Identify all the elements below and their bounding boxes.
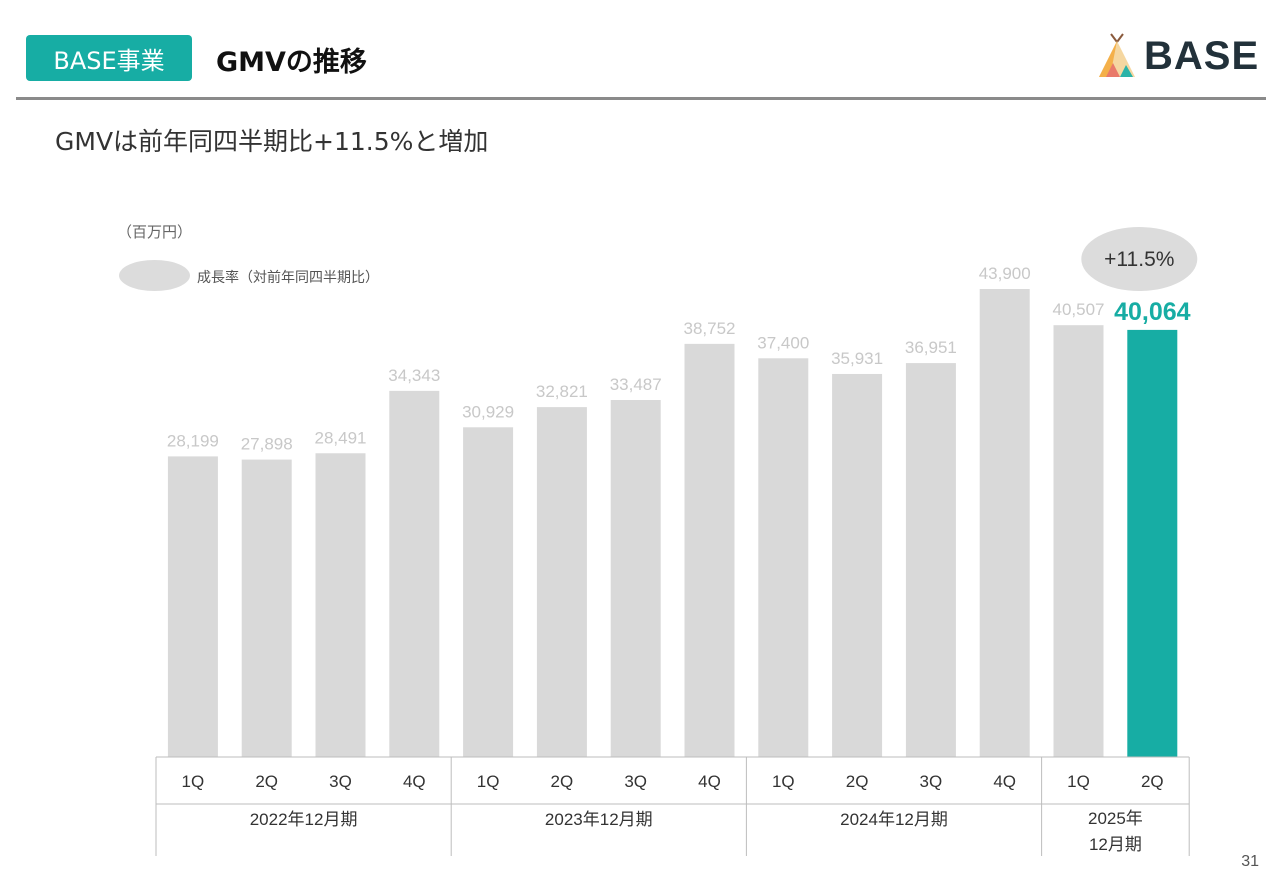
bar — [536, 407, 587, 757]
header-divider — [16, 97, 1266, 100]
category-tick-label: 3Q — [624, 772, 647, 791]
category-tick-label: 1Q — [1067, 772, 1090, 791]
bar-value-label: 36,951 — [905, 338, 957, 357]
bar-value-label: 40,064 — [1114, 298, 1191, 326]
bar-value-label: 27,898 — [241, 435, 293, 454]
bar — [758, 358, 809, 757]
page-number: 31 — [1241, 853, 1259, 870]
bar — [684, 343, 735, 757]
category-tick-label: 1Q — [477, 772, 500, 791]
category-tick-label: 4Q — [698, 772, 721, 791]
category-tick-label: 3Q — [920, 772, 943, 791]
growth-bubble — [1081, 227, 1198, 291]
bar-value-label: 32,821 — [536, 382, 588, 401]
bar — [1053, 325, 1104, 757]
bar-value-label: 33,487 — [610, 375, 662, 394]
tent-icon — [1099, 33, 1135, 77]
bar — [241, 459, 292, 757]
bar-value-label: 34,343 — [388, 366, 440, 385]
bar — [315, 453, 366, 757]
category-tick-label: 4Q — [993, 772, 1016, 791]
category-tick-label: 3Q — [329, 772, 352, 791]
category-tick-label: 2Q — [1141, 772, 1164, 791]
category-tick-label: 1Q — [772, 772, 795, 791]
bar-value-label: 43,900 — [979, 264, 1031, 283]
growth-rate-label: +11.5% — [1104, 248, 1174, 271]
bar — [389, 390, 440, 757]
unit-label: （百万円） — [117, 223, 193, 241]
category-tick-label: 1Q — [182, 772, 205, 791]
fiscal-year-label: 2024年12月期 — [840, 810, 948, 829]
category-tick-label: 2Q — [846, 772, 869, 791]
fiscal-year-label: 2025年 — [1088, 809, 1143, 828]
category-tick-label: 4Q — [403, 772, 426, 791]
legend-growth-marker — [119, 260, 190, 291]
bar-value-label: 40,507 — [1053, 300, 1105, 319]
section-badge: BASE事業 — [26, 35, 192, 81]
base-logo: BASE — [1096, 32, 1261, 80]
bar — [167, 456, 218, 757]
fiscal-year-label: 12月期 — [1089, 835, 1142, 854]
legend-growth-label: 成長率（対前年同四半期比） — [197, 270, 379, 286]
category-tick-label: 2Q — [551, 772, 574, 791]
page-title: GMVの推移 — [216, 47, 367, 78]
bar-value-label: 37,400 — [757, 333, 809, 352]
category-tick-label: 2Q — [255, 772, 278, 791]
fiscal-year-label: 2023年12月期 — [545, 810, 653, 829]
bar — [463, 427, 514, 757]
bar — [979, 289, 1030, 757]
slide-subtitle: GMVは前年同四半期比+11.5%と増加 — [55, 127, 489, 156]
bar-value-label: 28,491 — [315, 428, 367, 447]
bar-value-label: 28,199 — [167, 431, 219, 450]
logo-text: BASE — [1144, 33, 1260, 78]
bar-highlight — [1127, 329, 1178, 757]
bar — [610, 400, 661, 757]
bar-value-label: 38,752 — [684, 319, 736, 338]
bar — [905, 363, 956, 757]
fiscal-year-label: 2022年12月期 — [250, 810, 358, 829]
bar-value-label: 35,931 — [831, 349, 883, 368]
bar-value-label: 30,929 — [462, 402, 514, 421]
bar — [832, 373, 883, 757]
